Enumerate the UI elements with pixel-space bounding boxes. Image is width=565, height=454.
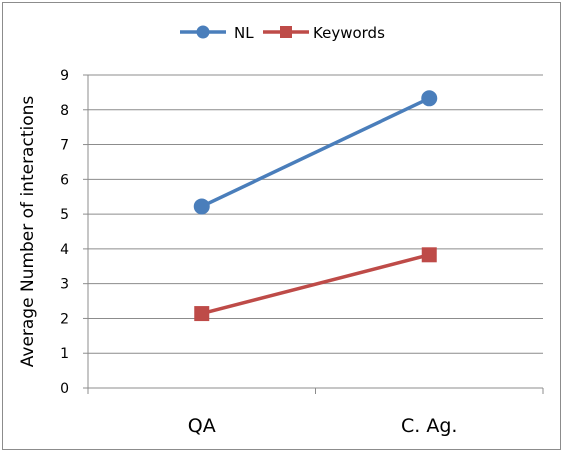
legend-entry: Keywords [263,24,385,42]
y-axis-title: Average Number of interactions [18,96,38,368]
y-tick-label: 6 [60,172,69,188]
series-line [201,253,430,316]
y-tick-label: 9 [60,68,69,84]
y-tick-label: 4 [60,242,69,258]
chart-frame [2,2,561,450]
y-tick-label: 0 [60,381,69,397]
y-tick-label: 7 [60,138,69,154]
y-tick-label: 2 [60,311,69,327]
legend-label: Keywords [313,24,385,42]
legend: NL Keywords [180,24,385,42]
gridlines [88,74,543,389]
y-tick-label: 3 [60,277,69,293]
series [193,90,438,322]
data-point [193,198,210,215]
legend-label: NL [234,24,254,42]
data-point [194,306,210,322]
data-point [421,90,438,107]
axes [83,74,544,394]
legend-entry: NL [180,24,254,42]
x-category-label: C. Ag. [401,415,457,437]
series-line [200,96,431,209]
y-tick-label: 1 [60,346,69,362]
series-keywords [194,247,437,322]
series-nl [193,90,438,215]
legend-marker [280,26,292,38]
y-tick-label: 8 [60,103,69,119]
x-category-label: QA [188,415,216,437]
y-tick-labels: 0 1 2 3 4 5 6 7 8 9 [60,68,69,397]
legend-marker [196,25,210,39]
x-category-labels: QA C. Ag. [188,415,458,437]
y-tick-label: 5 [60,207,69,223]
data-point [421,247,437,263]
